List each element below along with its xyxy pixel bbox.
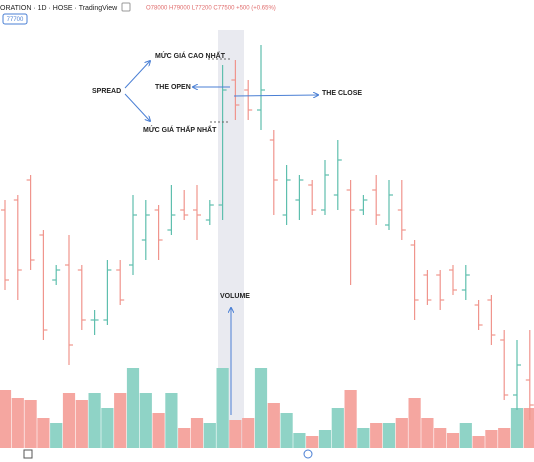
volume-bar — [498, 428, 511, 448]
volume-bar — [152, 413, 165, 448]
volume-bar — [446, 433, 460, 448]
volume-bar — [101, 408, 114, 448]
volume-bar — [88, 393, 101, 448]
volume-bar — [126, 368, 140, 448]
price-badge-box — [2, 13, 28, 25]
annotation-high: MỨC GIÁ CAO NHẤT — [155, 50, 226, 60]
volume-bar — [24, 400, 37, 448]
volume-bar — [114, 393, 127, 448]
volume-bar — [331, 408, 344, 448]
annotation-spread: SPREAD — [92, 88, 121, 95]
volume-bar — [0, 390, 12, 448]
bars — [0, 45, 534, 448]
volume-bar — [421, 418, 434, 448]
volume-bar — [318, 430, 332, 448]
volume-bar — [203, 423, 216, 448]
volume-bar — [472, 436, 485, 448]
volume-bar — [178, 428, 191, 448]
volume-bar — [62, 393, 76, 448]
volume-bar — [382, 423, 396, 448]
volume-bar — [370, 423, 383, 448]
volume-bar — [408, 398, 421, 448]
volume-bar — [267, 403, 280, 448]
annotation-close: THE CLOSE — [322, 90, 362, 97]
volume-bar — [293, 433, 306, 448]
volume-bar — [280, 413, 293, 448]
volume-bar — [395, 418, 408, 448]
volume-bar — [11, 398, 24, 448]
volume-bar — [75, 400, 88, 448]
volume-bar — [165, 393, 178, 448]
volume-bar — [434, 428, 447, 448]
volume-bar — [229, 420, 242, 448]
price-badge: 77700 — [7, 17, 24, 23]
ohlc-readout: O78000 H79000 L77200 C77500 +500 (+0.65%… — [146, 6, 276, 12]
spread-arrow-up — [124, 61, 150, 89]
event-icon[interactable] — [303, 449, 313, 459]
volume-bar — [50, 423, 63, 448]
annotation-open: THE OPEN — [155, 84, 191, 91]
volume-bar — [242, 418, 255, 448]
volume-bar — [190, 418, 204, 448]
volume-bar — [485, 430, 498, 448]
annotation-low: MỨC GIÁ THẤP NHẤT — [143, 124, 217, 134]
volume-bar — [344, 390, 357, 448]
close-arrow — [233, 95, 318, 96]
volume-bar — [254, 368, 268, 448]
visibility-toggle[interactable] — [121, 2, 131, 12]
spread-arrow-down — [124, 93, 150, 121]
volume-bar — [510, 408, 524, 448]
volume-bar — [139, 393, 152, 448]
volume-bar — [357, 428, 370, 448]
volume-bar — [523, 408, 534, 448]
volume-bar — [459, 423, 472, 448]
annotation-volume: VOLUME — [220, 293, 250, 300]
volume-bar — [37, 418, 50, 448]
volume-bar — [306, 436, 319, 448]
volume-bar — [216, 368, 229, 448]
symbol: ORATION · 1D · HOSE · TradingView — [0, 5, 118, 12]
logo-icon[interactable] — [23, 449, 33, 459]
